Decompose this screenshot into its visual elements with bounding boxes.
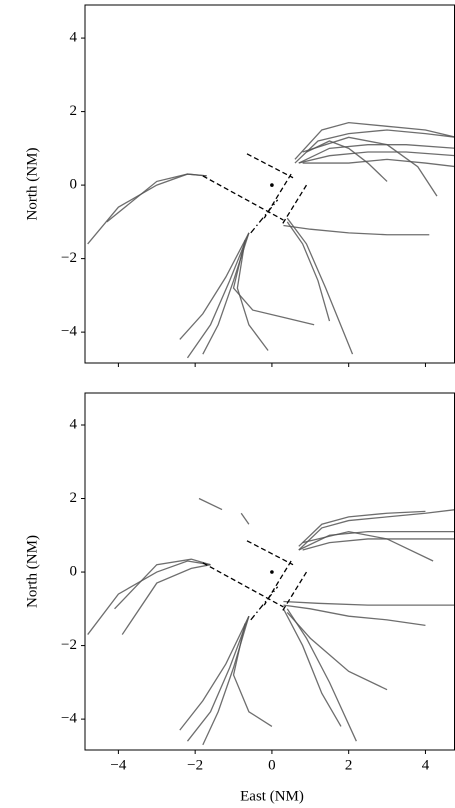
trajectory	[298, 144, 455, 164]
y-tick-label: 0	[70, 177, 78, 193]
trajectory	[283, 600, 455, 606]
runway	[202, 562, 284, 608]
origin-point	[270, 183, 274, 187]
x-tick-label: 4	[422, 757, 430, 773]
trajectory	[106, 173, 207, 223]
y-tick-label: −2	[61, 250, 77, 266]
trajectory	[298, 510, 426, 547]
x-tick-label: −4	[110, 757, 126, 773]
trajectory	[286, 217, 354, 355]
trajectory	[87, 560, 211, 635]
trajectory	[306, 140, 388, 182]
trajectory	[179, 615, 250, 731]
y-tick-label: −4	[61, 711, 77, 727]
trajectory	[302, 530, 434, 562]
trajectory	[283, 224, 430, 236]
trajectory	[302, 136, 438, 197]
trajectory	[179, 232, 250, 340]
runway	[246, 153, 294, 179]
axes-frame	[84, 4, 455, 364]
trajectory	[282, 608, 342, 727]
trajectory	[198, 497, 223, 511]
runway	[280, 184, 308, 226]
trajectory	[232, 623, 273, 728]
trajectory	[283, 604, 426, 627]
trajectory	[87, 173, 207, 245]
runway	[202, 175, 284, 221]
trajectory	[302, 538, 455, 551]
trajectory	[232, 240, 315, 326]
y-tick-label: −2	[61, 637, 77, 653]
y-axis-label: North (NM)	[24, 535, 40, 608]
x-tick-label: −2	[187, 757, 203, 773]
trajectory	[121, 564, 211, 635]
axes-frame	[84, 392, 455, 751]
trajectory	[286, 612, 388, 691]
x-axis-label: East (NM)	[240, 788, 304, 804]
trajectory	[298, 151, 455, 164]
origin-point	[270, 570, 274, 574]
trajectory	[298, 509, 455, 551]
y-tick-label: 2	[70, 490, 78, 506]
trajectory	[186, 232, 250, 359]
trajectory	[294, 129, 455, 164]
trajectory	[294, 121, 455, 160]
y-axis-label: North (NM)	[24, 148, 40, 221]
x-tick-label: 2	[345, 757, 353, 773]
y-tick-label: 2	[70, 103, 78, 119]
trajectory	[240, 512, 250, 525]
trajectory	[286, 221, 331, 322]
runway	[246, 540, 294, 566]
y-tick-label: 0	[70, 563, 78, 579]
trajectory	[236, 240, 269, 351]
trajectory	[114, 558, 211, 610]
x-tick-label: 0	[268, 757, 276, 773]
trajectory	[298, 530, 455, 551]
trajectory	[286, 608, 357, 742]
trajectory	[302, 158, 455, 168]
y-tick-label: −4	[61, 324, 77, 340]
trajectory	[186, 615, 250, 742]
y-tick-label: 4	[70, 416, 78, 432]
y-tick-label: 4	[70, 30, 78, 46]
